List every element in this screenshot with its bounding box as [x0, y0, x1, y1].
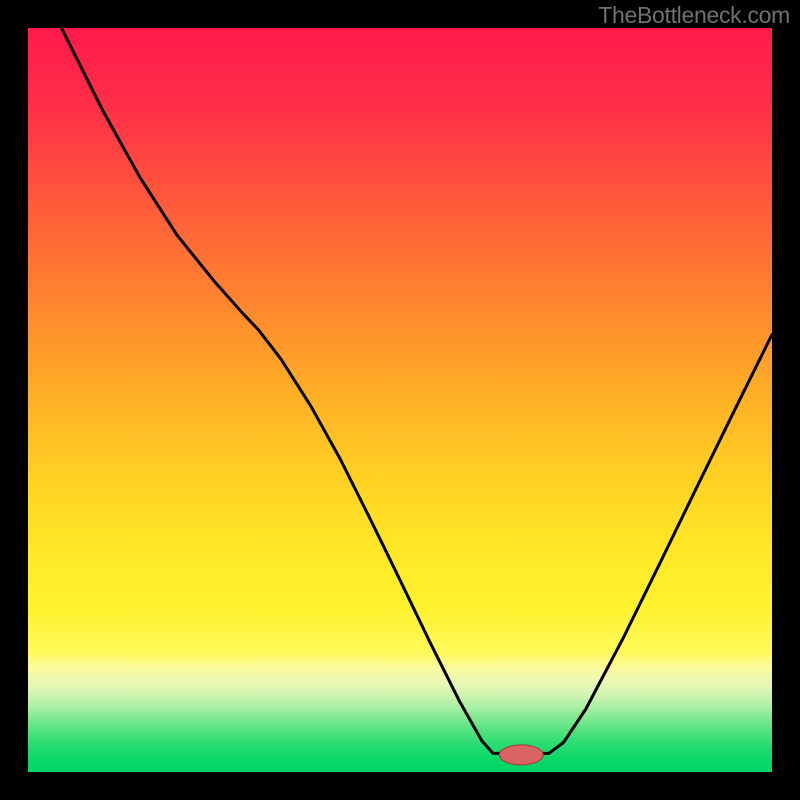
bottleneck-curve [61, 28, 772, 753]
watermark-text: TheBottleneck.com [598, 2, 790, 29]
plot-area [28, 28, 772, 772]
optimal-marker [499, 745, 543, 765]
curve-layer [28, 28, 772, 772]
